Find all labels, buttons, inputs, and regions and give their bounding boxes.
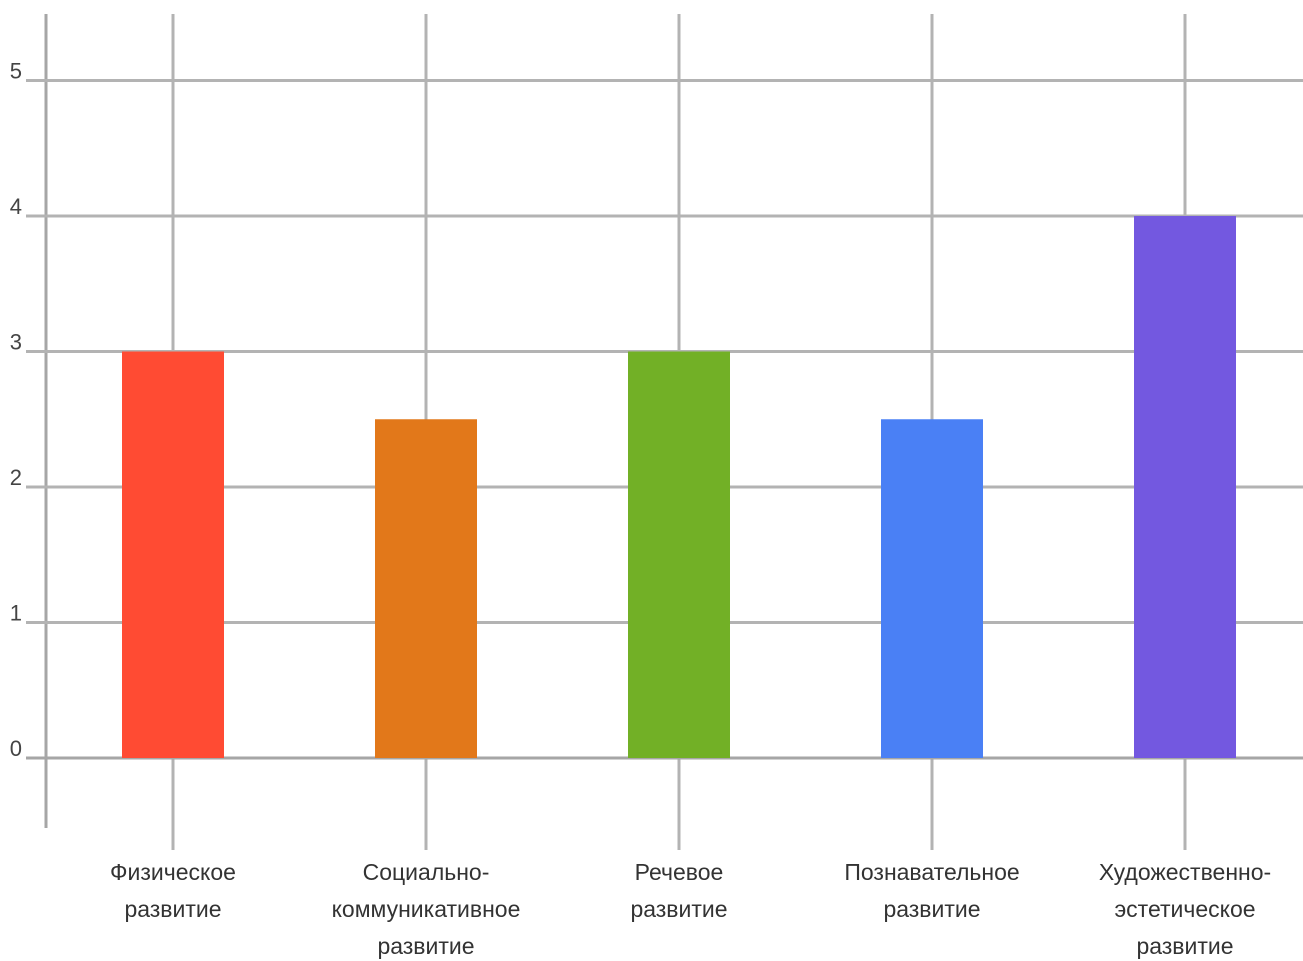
x-tick-label-line: Социально- xyxy=(363,859,490,885)
x-tick-label: Познавательное развитие xyxy=(844,859,1019,922)
x-tick-label: Социально-коммуникативное развитие xyxy=(332,859,521,959)
x-tick-label-line: Художественно- xyxy=(1099,859,1271,885)
x-tick-label-line: Физическое xyxy=(110,859,236,885)
x-tick-label-line: коммуникативное xyxy=(332,896,521,922)
y-tick-label: 5 xyxy=(10,59,22,84)
x-tick-label: Речевое развитие xyxy=(630,859,727,922)
bar xyxy=(628,351,730,758)
bar xyxy=(375,419,477,758)
x-tick-label-line: эстетическое xyxy=(1114,896,1255,922)
x-tick-label-line: развитие xyxy=(883,896,980,922)
x-tick-label-line: развитие xyxy=(630,896,727,922)
x-tick-label: Художественно-эстетическое развитие xyxy=(1099,859,1271,959)
bar xyxy=(1134,216,1236,758)
x-tick-label-line: развитие xyxy=(124,896,221,922)
bar-layer xyxy=(122,216,1236,758)
bar xyxy=(881,419,983,758)
y-tick-label: 3 xyxy=(10,330,22,355)
y-tick-label: 1 xyxy=(10,601,22,626)
x-tick-label-line: Познавательное xyxy=(844,859,1019,885)
x-tick-label-line: развитие xyxy=(1136,933,1233,959)
y-tick-label: 4 xyxy=(10,194,22,219)
x-tick-label: Физическое развитие xyxy=(110,859,236,922)
x-tick-label-line: Речевое xyxy=(635,859,724,885)
x-tick-label-line: развитие xyxy=(377,933,474,959)
bar xyxy=(122,351,224,758)
y-tick-label: 2 xyxy=(10,465,22,490)
y-tick-label: 0 xyxy=(10,736,22,761)
